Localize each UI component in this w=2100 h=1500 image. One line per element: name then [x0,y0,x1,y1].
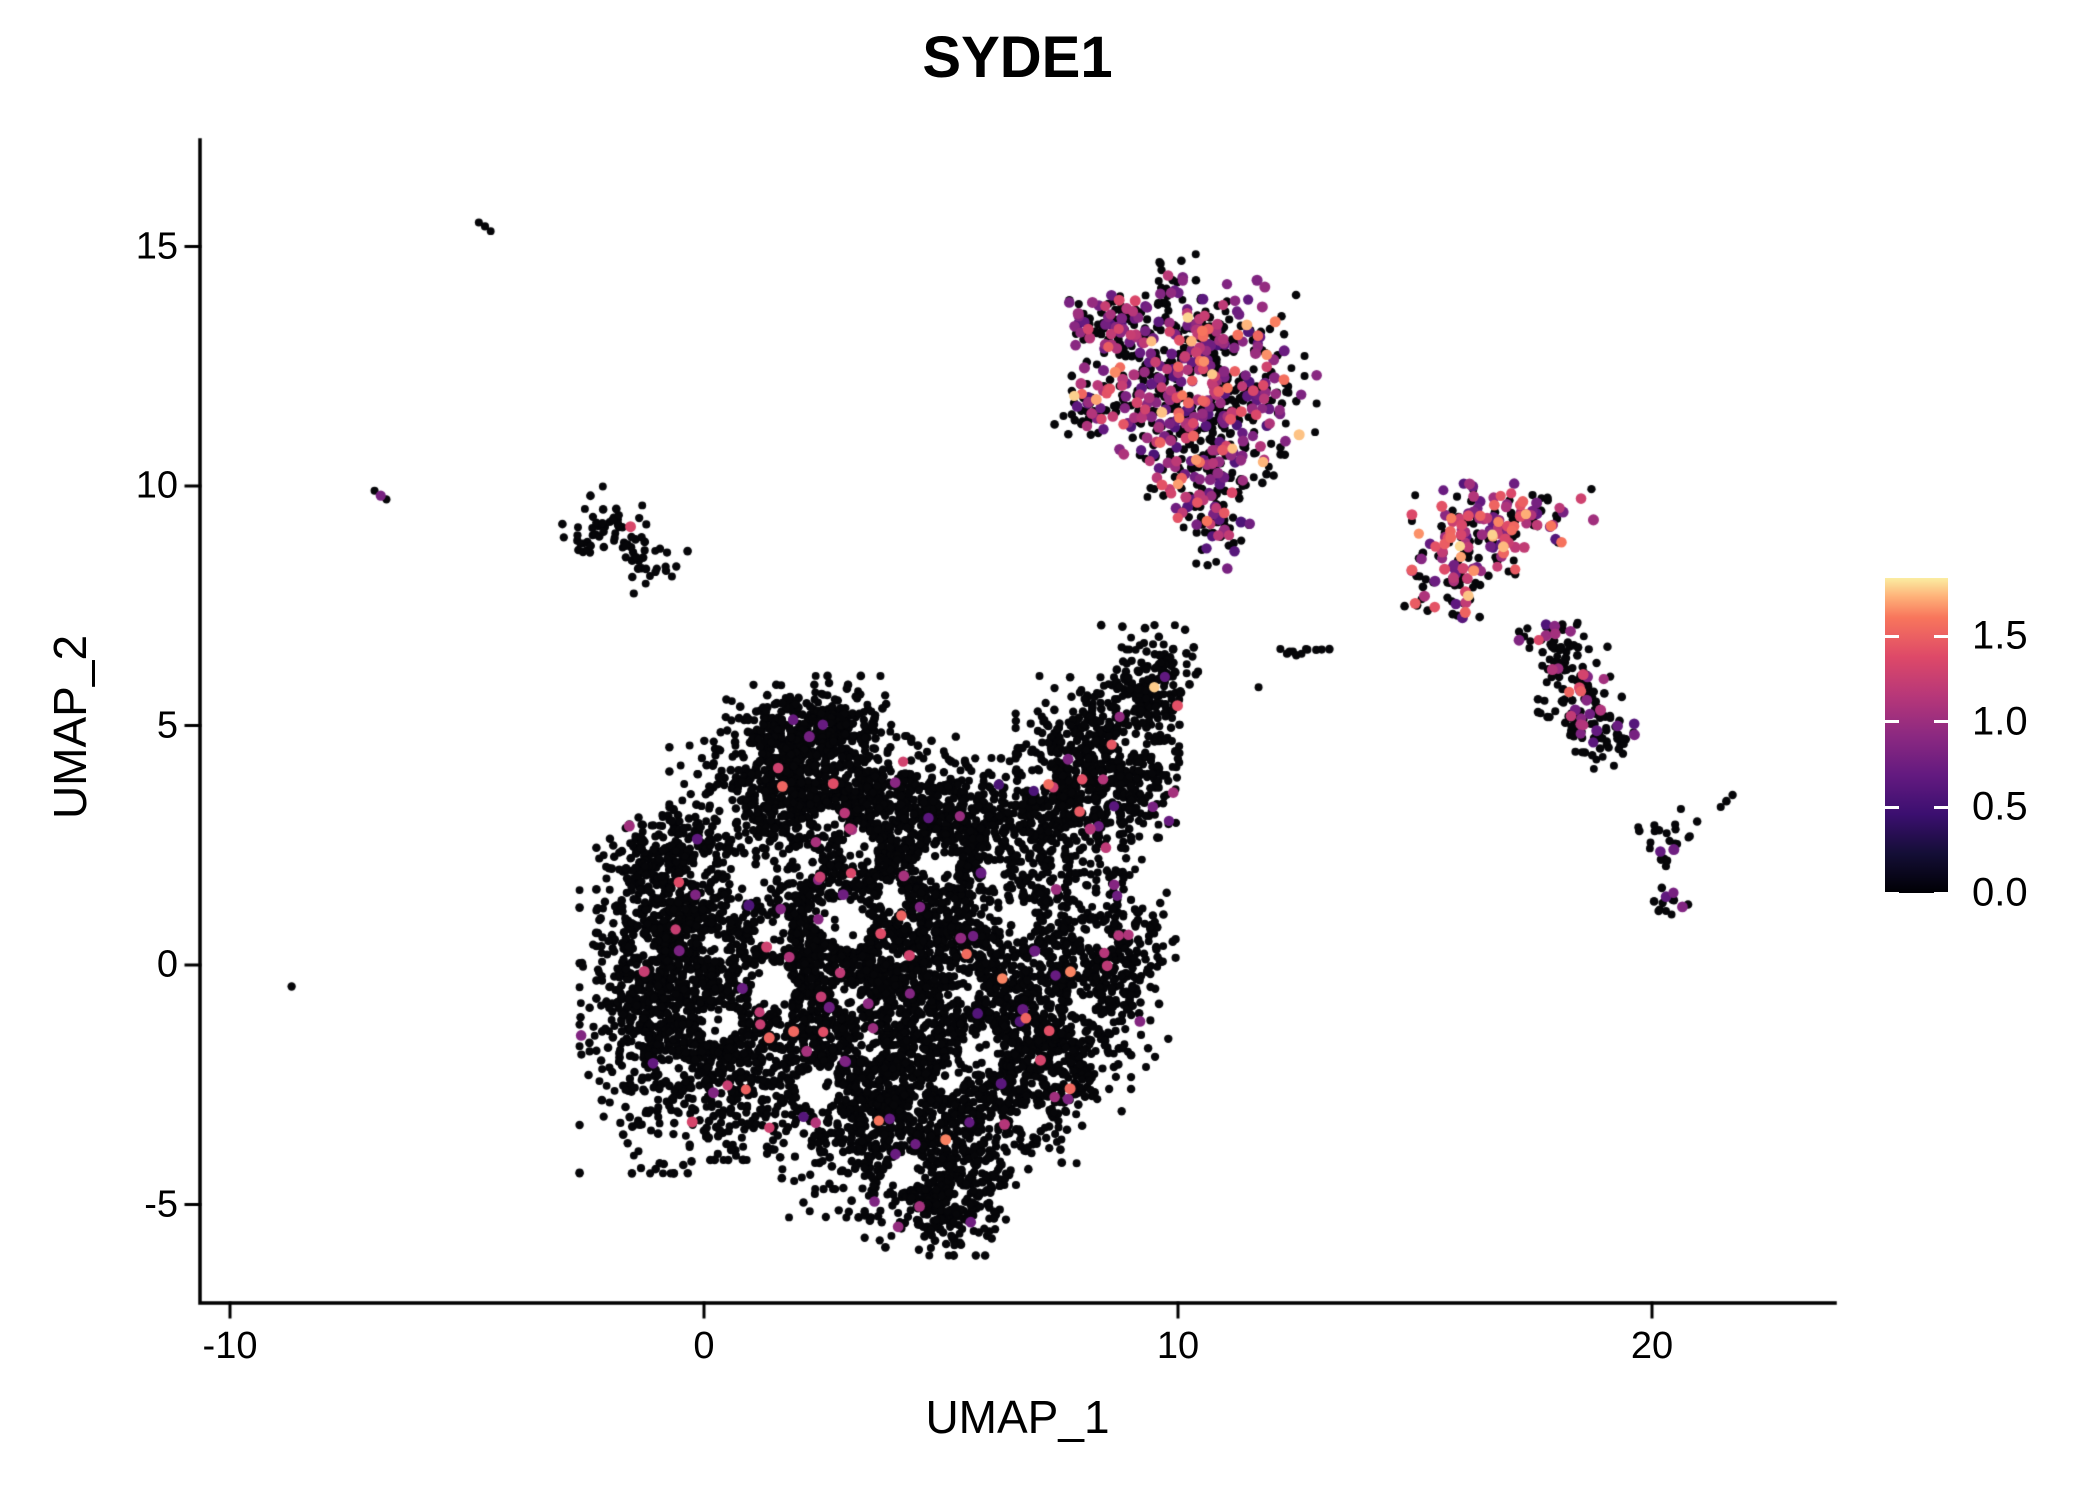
y-tick-label: 5 [156,704,178,746]
y-tick-label: 10 [135,464,178,507]
colorbar-tick-mark [1885,720,1899,724]
x-tick-label: 0 [693,1325,715,1367]
y-axis-title: UMAP_2 [44,634,96,820]
x-tick-label: 10 [1156,1325,1200,1367]
x-tick-label: -10 [202,1325,258,1367]
x-tick-label: 20 [1630,1325,1674,1367]
colorbar-gradient [1885,578,1948,893]
y-tick-label: 0 [156,943,178,986]
y-tick-label: -5 [144,1183,178,1225]
legend-tick-label: 0.5 [1972,784,2028,829]
colorbar-tick-mark [1885,805,1899,809]
colorbar-tick-mark [1934,891,1948,895]
legend-tick-label: 1.0 [1972,699,2028,744]
colorbar-tick-mark [1934,720,1948,724]
y-tick-label: 15 [135,225,178,267]
x-axis-title: UMAP_1 [925,1391,1110,1443]
colorbar-tick-mark [1885,634,1899,638]
colorbar-tick-mark [1885,891,1899,895]
plot-title: SYDE1 [922,25,1113,90]
legend-tick-label: 0.0 [1972,870,2028,915]
colorbar-tick-mark [1934,805,1948,809]
colorbar-tick-mark [1934,634,1948,638]
legend-tick-label: 1.5 [1972,613,2028,658]
